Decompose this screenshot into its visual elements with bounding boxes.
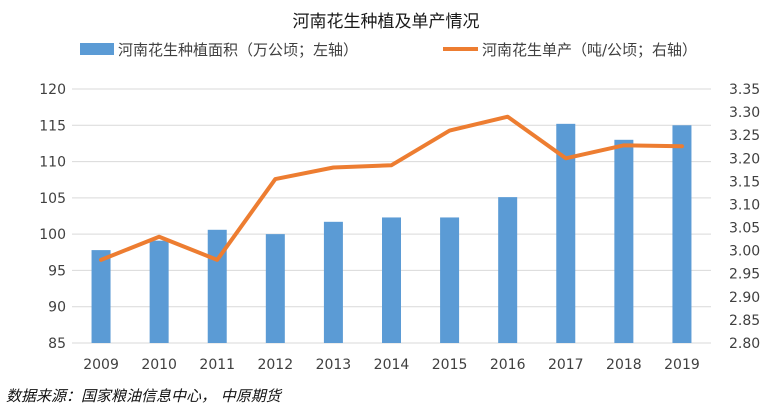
right-axis-tick-label: 3.15 (729, 174, 760, 190)
right-axis-tick-label: 3.25 (729, 128, 760, 144)
line-point (390, 163, 393, 167)
line-point (680, 144, 684, 148)
left-axis-tick-label: 115 (39, 118, 66, 134)
line-series (99, 114, 684, 262)
bar (207, 229, 227, 343)
right-axis-tick-label: 3.00 (729, 244, 760, 260)
right-axis-tick-label: 3.20 (729, 151, 760, 167)
line-point (99, 258, 103, 262)
legend-bar-swatch (80, 43, 114, 55)
x-axis-tick-label: 2012 (257, 357, 293, 373)
chart-title: 河南花生种植及单产情况 (293, 12, 480, 32)
bar (556, 123, 576, 343)
data-source-note: 数据来源：国家粮油信息中心， 中原期货 (6, 387, 281, 405)
right-axis-tick-label: 2.90 (729, 290, 760, 306)
x-axis-ticks: 2009 2010 2011 2012 2013 2014 2015 2016 2017 2018… (83, 357, 700, 373)
bar (149, 240, 169, 343)
line-point (622, 143, 626, 147)
right-axis-tick-label: 3.30 (729, 105, 760, 121)
line-point (564, 156, 568, 160)
line-point (448, 129, 452, 133)
bar (323, 221, 343, 343)
right-axis-ticks: 2.80 2.85 2.90 2.95 3.00 3.05 3.10 3.15 3.20 3.25… (729, 82, 760, 352)
bar (614, 139, 634, 343)
right-axis-tick-label: 3.10 (729, 197, 760, 213)
x-axis-tick-label: 2016 (490, 357, 526, 373)
bar (382, 217, 401, 343)
line-point (157, 235, 161, 239)
right-axis-tick-label: 3.05 (729, 221, 760, 237)
left-axis-tick-label: 110 (39, 155, 66, 171)
legend-bar-label: 河南花生种植面积（万公顷；左轴） (118, 41, 358, 59)
x-axis-tick-label: 2014 (374, 357, 410, 373)
right-axis-tick-label: 2.95 (729, 267, 760, 283)
line-point (506, 115, 510, 119)
x-axis-tick-label: 2015 (432, 357, 468, 373)
left-axis-tick-label: 100 (39, 227, 66, 243)
legend: 河南花生种植面积（万公顷；左轴） 河南花生单产（吨/公顷；右轴） (80, 41, 697, 59)
x-axis-tick-label: 2011 (199, 357, 235, 373)
left-axis-tick-label: 105 (39, 191, 66, 207)
bar (498, 197, 518, 343)
x-axis-tick-label: 2009 (83, 357, 119, 373)
legend-line-label: 河南花生单产（吨/公顷；右轴） (482, 41, 697, 59)
left-axis-tick-label: 90 (48, 300, 66, 316)
bar-series (91, 123, 692, 344)
x-axis-tick-label: 2019 (664, 357, 700, 373)
x-axis-tick-label: 2018 (606, 357, 642, 373)
line-point (215, 258, 219, 262)
left-axis-tick-label: 85 (48, 336, 66, 352)
bar (265, 234, 285, 343)
left-axis-tick-label: 120 (39, 82, 66, 98)
x-axis-tick-label: 2010 (141, 357, 177, 373)
bar (91, 250, 111, 343)
right-axis-tick-label: 2.85 (729, 313, 760, 329)
line-point (331, 166, 335, 170)
x-axis-tick-label: 2013 (316, 357, 352, 373)
left-axis-ticks: 85 90 95 100 105 110 115 120 (39, 82, 66, 352)
right-axis-tick-label: 3.35 (729, 82, 760, 98)
bar (672, 125, 692, 344)
bar (440, 217, 460, 343)
x-axis-tick-label: 2017 (548, 357, 584, 373)
left-axis-tick-label: 95 (48, 263, 66, 279)
right-axis-tick-label: 2.80 (729, 336, 760, 352)
line-point (273, 177, 277, 181)
